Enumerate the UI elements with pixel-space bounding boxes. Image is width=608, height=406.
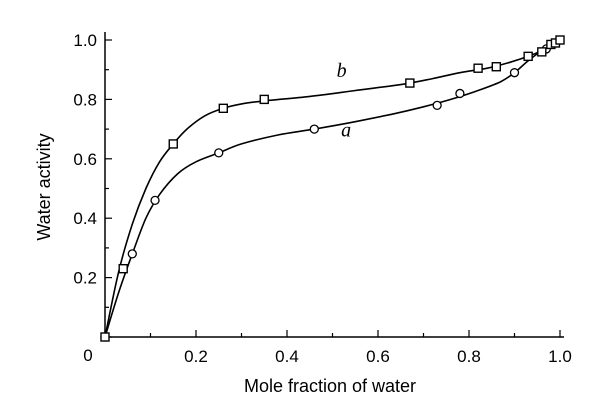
point-b: [491, 62, 501, 72]
curve-b: [104, 39, 561, 338]
point-b: [118, 263, 128, 274]
point-b: [537, 47, 547, 57]
x-tick-label: 0.4: [275, 347, 299, 366]
y-tick-label: 0.8: [73, 90, 97, 109]
point-b: [555, 35, 565, 45]
y-tick-label: 0.6: [73, 150, 97, 169]
point-a: [127, 249, 137, 259]
curves: [104, 39, 561, 338]
point-a: [455, 88, 465, 99]
curve-a: [104, 39, 561, 338]
ticks: 0.2 0.4 0.6 0.8 1.0 0.2 0.4 0.6 0.8 1.0: [73, 31, 571, 366]
point-b: [523, 51, 533, 62]
x-tick-label: 0.8: [457, 347, 481, 366]
x-tick-label: 0.2: [184, 347, 208, 366]
x-tick-label: 1.0: [548, 347, 572, 366]
origin-label: 0: [83, 346, 92, 365]
curve-label-b: b: [337, 60, 347, 82]
axes: [104, 32, 564, 338]
point-b: [405, 78, 415, 88]
labels: Mole fraction of water Water activity 0 …: [34, 60, 416, 396]
point-a: [509, 68, 520, 78]
point-b: [259, 94, 269, 105]
point-a: [432, 100, 442, 110]
point-a: [214, 148, 224, 158]
curve-label-a: a: [341, 120, 351, 142]
point-b: [100, 332, 110, 342]
point-a: [309, 124, 319, 134]
point-b: [168, 139, 178, 149]
point-b: [218, 103, 229, 114]
x-tick-label: 0.6: [366, 347, 390, 366]
point-a: [150, 195, 160, 206]
y-tick-label: 0.4: [73, 209, 97, 228]
x-axis-label: Mole fraction of water: [244, 376, 416, 396]
y-axis-label: Water activity: [34, 133, 54, 240]
y-tick-label: 1.0: [73, 31, 97, 50]
data-points: [100, 35, 565, 342]
point-b: [473, 63, 483, 73]
y-tick-label: 0.2: [73, 269, 97, 288]
